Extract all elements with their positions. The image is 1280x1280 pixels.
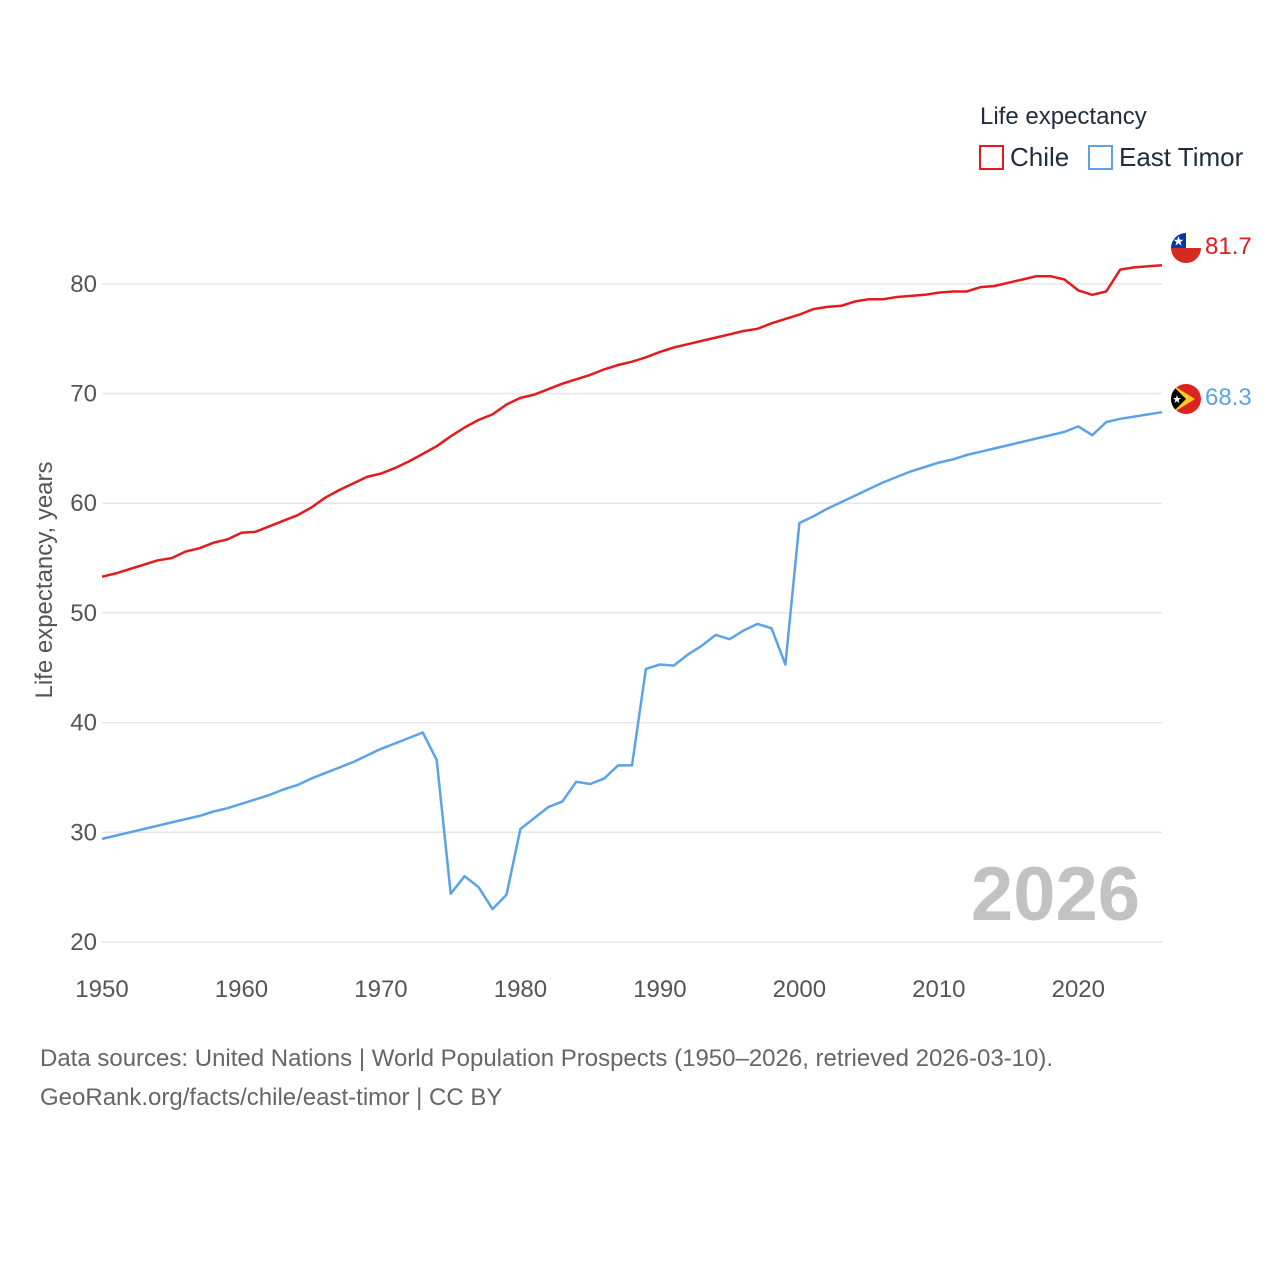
x-tick-label: 1990 <box>633 976 686 1003</box>
x-tick-label: 1970 <box>354 976 407 1003</box>
x-tick-label: 1960 <box>215 976 268 1003</box>
footer-link[interactable]: GeoRank.org/facts/chile/east-timor | CC … <box>40 1084 503 1111</box>
y-tick-label: 40 <box>70 710 97 737</box>
chile-flag-icon <box>1171 233 1201 263</box>
y-tick-label: 30 <box>70 819 97 846</box>
legend-label-east-timor[interactable]: East Timor <box>1119 142 1244 172</box>
end-label-east-timor: 68.3 <box>1205 384 1252 411</box>
x-tick-label: 1950 <box>75 976 128 1003</box>
y-axis-title: Life expectancy, years <box>31 461 58 698</box>
end-label-chile: 81.7 <box>1205 233 1252 260</box>
y-tick-label: 50 <box>70 600 97 627</box>
grid-layer <box>102 283 1162 943</box>
x-tick-label: 2000 <box>773 976 826 1003</box>
y-tick-label: 20 <box>70 929 97 956</box>
series-line-chile[interactable] <box>101 263 1163 578</box>
legend-title: Life expectancy <box>980 103 1147 130</box>
legend-swatch-chile[interactable] <box>979 145 1004 170</box>
legend-label-chile[interactable]: Chile <box>1010 142 1069 172</box>
series-layer <box>101 263 1163 911</box>
y-tick-label: 80 <box>70 271 97 298</box>
x-tick-label: 2020 <box>1052 976 1105 1003</box>
y-tick-label: 70 <box>70 381 97 408</box>
east-timor-flag-icon <box>1171 384 1201 414</box>
series-line-east-timor[interactable] <box>101 410 1163 911</box>
x-tick-label: 2010 <box>912 976 965 1003</box>
legend-swatch-east-timor[interactable] <box>1088 145 1113 170</box>
x-tick-label: 1980 <box>494 976 547 1003</box>
y-tick-label: 60 <box>70 490 97 517</box>
tick-labels: 20 30 40 50 60 70 80 1950 1960 1970 1980 1990 2000 20… <box>70 271 1105 1003</box>
year-watermark: 2026 <box>971 852 1140 937</box>
footer-sources: Data sources: United Nations | World Pop… <box>40 1045 1054 1072</box>
